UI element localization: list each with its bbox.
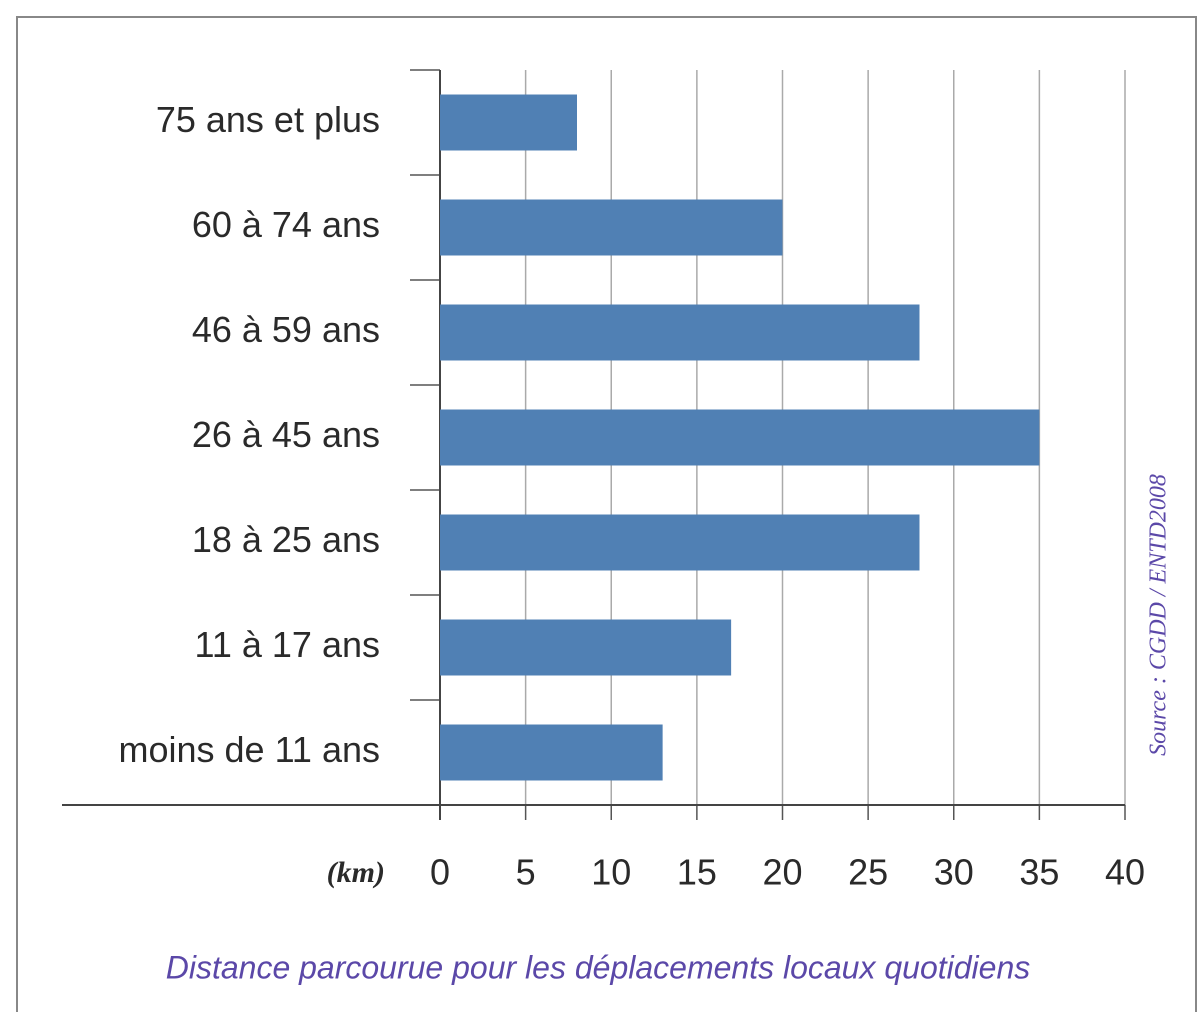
x-tick-label: 35: [1019, 852, 1059, 893]
y-tick-label: 11 à 17 ans: [195, 624, 380, 665]
bar: [440, 94, 577, 151]
bar: [440, 304, 920, 361]
x-tick-label: 40: [1105, 852, 1145, 893]
x-tick-label: 10: [591, 852, 631, 893]
frame: [16, 16, 1197, 1012]
x-tick-label: 20: [762, 852, 802, 893]
x-axis-label: (km): [327, 856, 385, 889]
y-tick-label: moins de 11 ans: [119, 729, 381, 770]
x-tick-label: 30: [934, 852, 974, 893]
y-tick-label: 18 à 25 ans: [192, 519, 380, 560]
y-tick-label: 26 à 45 ans: [192, 414, 380, 455]
bar: [440, 619, 732, 676]
source: Source : CGDD / ENTD2008: [1146, 474, 1172, 756]
bar: [440, 199, 783, 256]
x-tick-label: 0: [430, 852, 450, 893]
bar: [440, 724, 663, 781]
y-tick-label: 75 ans et plus: [156, 99, 380, 140]
chart-title: Distance parcourue pour les déplacements…: [166, 949, 1031, 985]
x-tick-label: 15: [677, 852, 717, 893]
x-tick-label: 5: [516, 852, 536, 893]
bar: [440, 514, 920, 571]
x-tick-label: 25: [848, 852, 888, 893]
bar: [440, 409, 1040, 466]
y-tick-label: 60 à 74 ans: [192, 204, 380, 245]
y-tick-label: 46 à 59 ans: [192, 309, 380, 350]
